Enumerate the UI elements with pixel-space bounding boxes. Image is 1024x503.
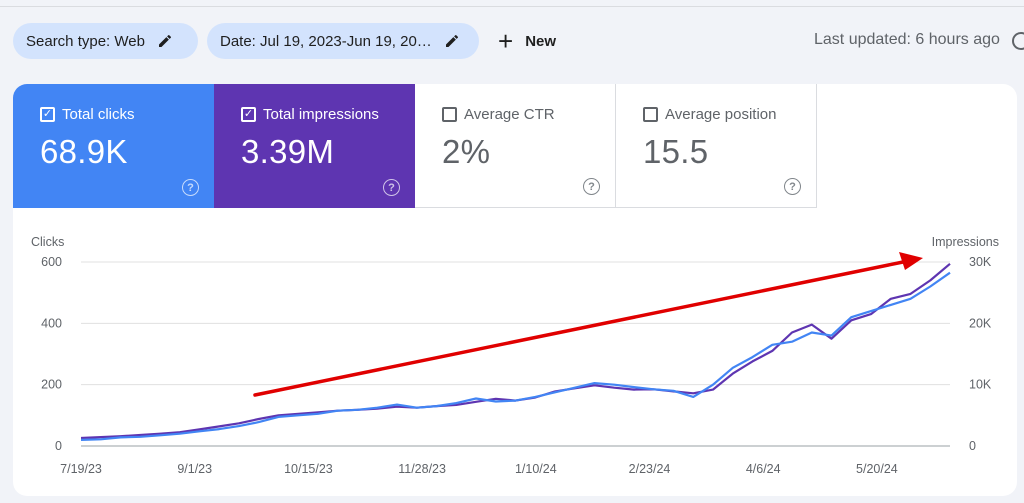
help-icon[interactable]: ? (383, 179, 400, 196)
help-icon[interactable]: ? (583, 178, 600, 195)
x-tick-label: 1/10/24 (515, 462, 557, 476)
x-tick-label: 10/15/23 (284, 462, 333, 476)
y-right-tick-label: 20K (969, 316, 992, 330)
series-line-clicks (80, 271, 951, 441)
x-tick-label: 2/23/24 (629, 462, 671, 476)
x-tick-label: 7/19/23 (60, 462, 102, 476)
y-right-tick-label: 10K (969, 378, 992, 392)
checkbox-checked-icon: ✓ (241, 107, 256, 122)
metric-label: Average CTR (464, 106, 555, 123)
help-icon[interactable]: ? (182, 179, 199, 196)
checkbox-unchecked-icon (442, 107, 457, 122)
trend-arrow-line (253, 260, 905, 397)
top-divider (0, 6, 1024, 7)
series-line-impressions (80, 262, 951, 440)
y-left-tick-label: 200 (41, 378, 62, 392)
y-right-tick-label: 30K (969, 255, 992, 269)
metric-label: Average position (665, 106, 777, 123)
search-type-filter-label: Search type: Web (26, 32, 145, 50)
y-right-axis-label: Impressions (932, 235, 999, 249)
performance-panel: ✓ Total clicks 68.9K ? ✓ Total impressio… (13, 84, 1017, 496)
x-tick-label: 9/1/23 (177, 462, 212, 476)
metric-value: 3.39M (241, 133, 335, 170)
new-filter-label: New (525, 32, 557, 50)
date-filter-label: Date: Jul 19, 2023-Jun 19, 20… (220, 32, 432, 50)
trend-arrow-head (899, 252, 923, 270)
help-icon[interactable]: ? (784, 178, 801, 195)
metric-value: 15.5 (643, 133, 709, 170)
metric-label: Total impressions (263, 106, 379, 123)
edit-pencil-icon (158, 34, 171, 47)
y-left-axis-label: Clicks (31, 235, 64, 249)
edit-pencil-icon (445, 34, 458, 47)
plus-icon: + (498, 26, 514, 56)
search-type-filter-chip[interactable]: Search type: Web (13, 23, 198, 59)
x-tick-label: 5/20/24 (856, 462, 898, 476)
metric-value: 2% (442, 133, 491, 170)
checkbox-checked-icon: ✓ (40, 107, 55, 122)
metric-label: Total clicks (62, 106, 135, 123)
metric-card-total-clicks[interactable]: ✓ Total clicks 68.9K ? (13, 84, 214, 208)
checkbox-unchecked-icon (643, 107, 658, 122)
new-filter-button[interactable]: + New (498, 27, 556, 55)
date-filter-chip[interactable]: Date: Jul 19, 2023-Jun 19, 20… (207, 23, 479, 59)
last-updated-text: Last updated: 6 hours ago (814, 31, 1000, 48)
metric-card-average-ctr[interactable]: Average CTR 2% ? (415, 84, 616, 208)
x-tick-label: 4/6/24 (746, 462, 781, 476)
y-left-tick-label: 0 (55, 439, 62, 453)
x-tick-label: 11/28/23 (398, 462, 446, 476)
metric-card-average-position[interactable]: Average position 15.5 ? (616, 84, 817, 208)
help-icon[interactable] (1012, 32, 1024, 50)
y-left-tick-label: 600 (41, 255, 62, 269)
y-right-tick-label: 0 (969, 439, 976, 453)
metric-card-total-impressions[interactable]: ✓ Total impressions 3.39M ? (214, 84, 415, 208)
performance-line-chart: Clicks Impressions 0 0 200 10K 400 20K 600 30K 7… (31, 235, 999, 476)
metric-value: 68.9K (40, 133, 128, 170)
y-left-tick-label: 400 (41, 316, 62, 330)
